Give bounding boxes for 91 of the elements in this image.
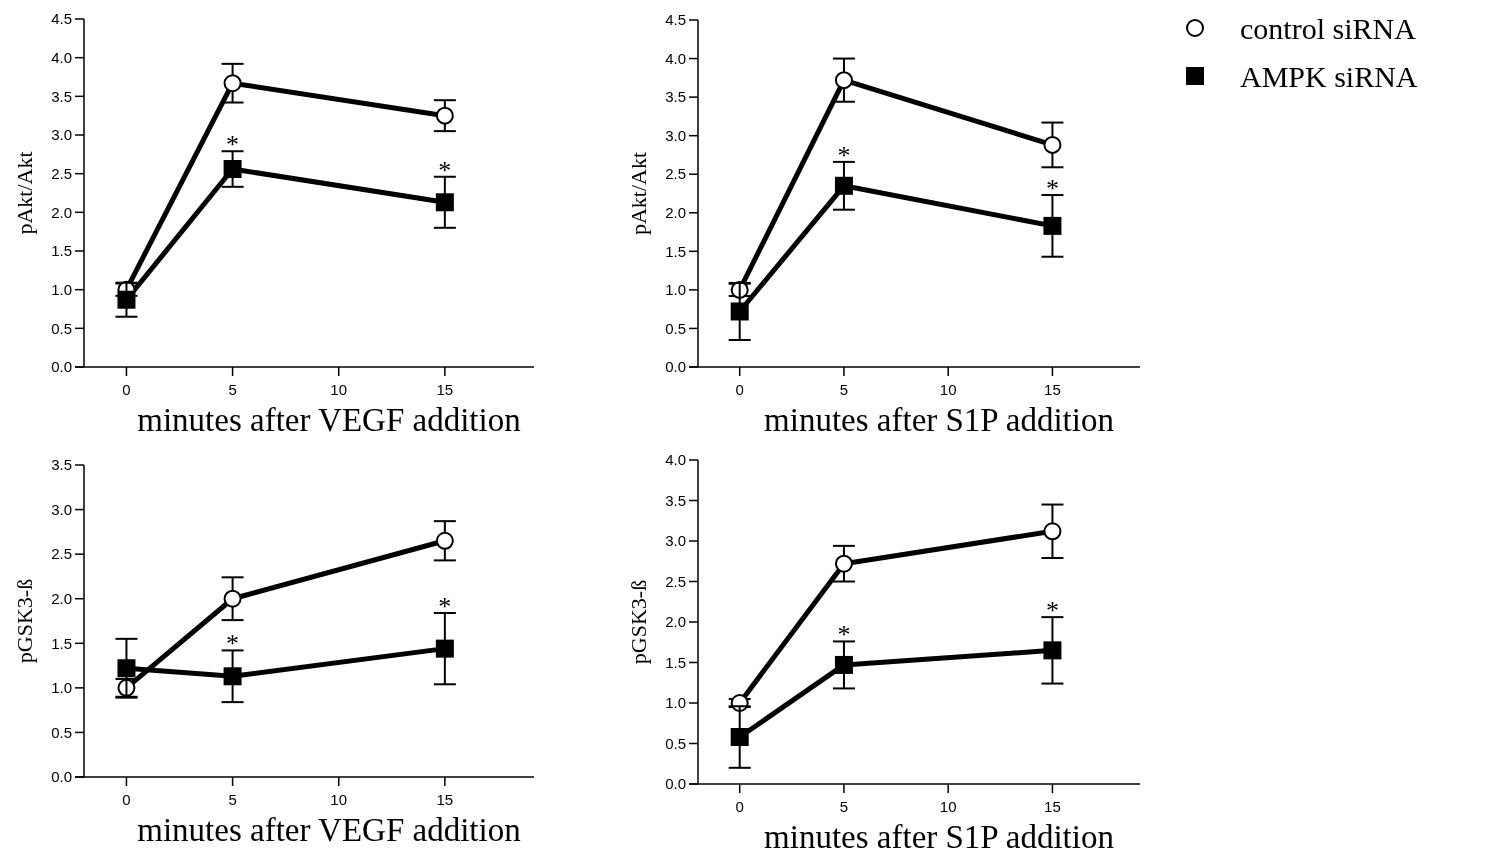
y-tick-label: 0.0 <box>665 358 686 376</box>
y-tick-label: 0.0 <box>665 775 686 793</box>
y-tick-label: 1.0 <box>665 281 686 299</box>
y-tick-label: 1.5 <box>51 242 72 260</box>
x-tick-label: 0 <box>735 381 744 398</box>
y-tick-label: 2.5 <box>665 165 686 183</box>
x-tick-label: 0 <box>122 791 131 808</box>
point <box>834 655 853 674</box>
y-tick-label: 3.5 <box>665 88 686 106</box>
x-tick-label: 15 <box>1044 798 1061 815</box>
x-tick-label: 10 <box>330 791 348 808</box>
annotation: * <box>1045 174 1059 204</box>
y-tick-label: 1.5 <box>665 653 686 671</box>
y-tick-label: 3.5 <box>51 456 72 474</box>
point <box>223 589 242 608</box>
y-tick-label: 4.0 <box>665 49 686 67</box>
y-axis-title: pAkt/Akt <box>12 151 37 235</box>
point <box>834 554 853 573</box>
point <box>117 290 136 309</box>
x-tick-label: 0 <box>122 381 131 398</box>
y-tick-label: 4.5 <box>665 11 686 29</box>
point <box>435 639 454 658</box>
y-axis-title: pAkt/Akt <box>626 151 651 236</box>
y-tick-label: 4.0 <box>665 451 686 469</box>
y-tick-label: 3.0 <box>665 126 686 144</box>
point <box>223 74 242 93</box>
point <box>1043 641 1062 660</box>
y-tick-label: 3.5 <box>51 87 72 105</box>
x-tick-label: 10 <box>939 381 957 398</box>
y-tick-label: 2.5 <box>51 164 72 182</box>
x-tick-label: 10 <box>939 798 957 815</box>
y-tick-label: 1.0 <box>665 694 686 712</box>
x-tick-label: 15 <box>436 791 454 808</box>
y-tick-label: 2.0 <box>665 613 686 631</box>
annotation: * <box>226 130 240 160</box>
y-tick-label: 1.0 <box>51 679 72 697</box>
y-tick-label: 1.5 <box>665 242 686 260</box>
y-tick-label: 0.5 <box>665 319 686 337</box>
y-tick-label: 2.0 <box>51 203 72 221</box>
x-tick-label: 5 <box>839 381 849 398</box>
annotation: * <box>438 155 452 185</box>
x-axis-title: minutes after S1P addition <box>764 819 1114 855</box>
x-tick-label: 0 <box>735 798 744 815</box>
x-tick-label: 10 <box>330 381 348 398</box>
y-tick-label: 2.0 <box>51 589 72 607</box>
x-tick-label: 15 <box>436 381 454 398</box>
y-tick-label: 0.5 <box>51 723 72 741</box>
annotation: * <box>837 140 851 170</box>
y-tick-label: 1.5 <box>51 634 72 652</box>
y-tick-label: 3.0 <box>51 126 72 144</box>
x-axis-title: minutes after S1P addition <box>764 402 1114 438</box>
point <box>435 106 454 125</box>
y-tick-label: 3.5 <box>665 491 686 509</box>
y-tick-label: 0.0 <box>51 768 72 786</box>
y-axis-title: pGSK3-ß <box>626 579 651 665</box>
point <box>834 71 853 90</box>
point <box>1043 522 1062 541</box>
point <box>117 659 136 678</box>
y-tick-label: 2.5 <box>665 572 686 590</box>
x-tick-label: 5 <box>228 381 237 398</box>
y-tick-label: 4.0 <box>51 48 72 66</box>
annotation: * <box>226 629 240 659</box>
legend-label: AMPK siRNA <box>1240 59 1418 93</box>
y-axis-title: pGSK3-ß <box>12 578 37 664</box>
point <box>435 531 454 550</box>
y-tick-label: 3.0 <box>51 500 72 518</box>
point <box>834 176 853 195</box>
point <box>730 302 749 321</box>
y-tick-label: 2.5 <box>51 545 72 563</box>
x-axis-title: minutes after VEGF addition <box>137 812 521 848</box>
y-tick-label: 0.5 <box>51 319 72 337</box>
annotation: * <box>438 591 452 621</box>
x-tick-label: 15 <box>1044 381 1061 398</box>
y-tick-label: 0.5 <box>665 734 686 752</box>
y-tick-label: 1.0 <box>51 280 72 298</box>
y-tick-label: 0.0 <box>51 358 72 376</box>
point <box>223 667 242 686</box>
x-tick-label: 5 <box>228 791 237 808</box>
y-tick-label: 3.0 <box>665 532 686 550</box>
point <box>730 728 749 747</box>
x-axis-title: minutes after VEGF addition <box>137 402 521 438</box>
y-tick-label: 4.5 <box>51 10 72 28</box>
point <box>435 193 454 212</box>
point <box>1043 135 1062 154</box>
point <box>1043 216 1062 235</box>
annotation: * <box>1045 596 1059 626</box>
legend-label: control siRNA <box>1240 11 1417 45</box>
point <box>223 160 242 179</box>
annotation: * <box>837 620 851 650</box>
x-tick-label: 5 <box>839 798 849 815</box>
y-tick-label: 2.0 <box>665 204 686 222</box>
